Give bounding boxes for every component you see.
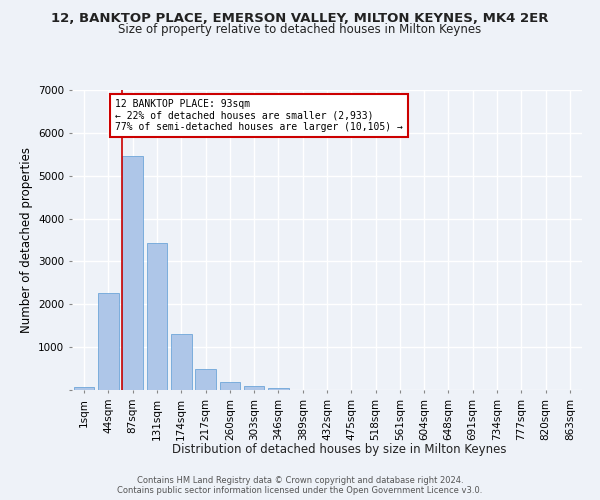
Y-axis label: Number of detached properties: Number of detached properties	[20, 147, 32, 333]
Bar	[122, 156, 143, 390]
Text: 12, BANKTOP PLACE, EMERSON VALLEY, MILTON KEYNES, MK4 2ER: 12, BANKTOP PLACE, EMERSON VALLEY, MILTO…	[51, 12, 549, 26]
Bar	[171, 334, 191, 390]
Bar	[244, 386, 265, 390]
Bar	[74, 387, 94, 390]
Bar	[98, 292, 119, 390]
Text: 12 BANKTOP PLACE: 93sqm
← 22% of detached houses are smaller (2,933)
77% of semi: 12 BANKTOP PLACE: 93sqm ← 22% of detache…	[115, 99, 403, 132]
Text: Size of property relative to detached houses in Milton Keynes: Size of property relative to detached ho…	[118, 22, 482, 36]
Bar	[220, 382, 240, 390]
Bar	[146, 244, 167, 390]
Bar	[195, 370, 216, 390]
Text: Contains HM Land Registry data © Crown copyright and database right 2024.
Contai: Contains HM Land Registry data © Crown c…	[118, 476, 482, 495]
Bar	[268, 388, 289, 390]
Text: Distribution of detached houses by size in Milton Keynes: Distribution of detached houses by size …	[172, 442, 506, 456]
